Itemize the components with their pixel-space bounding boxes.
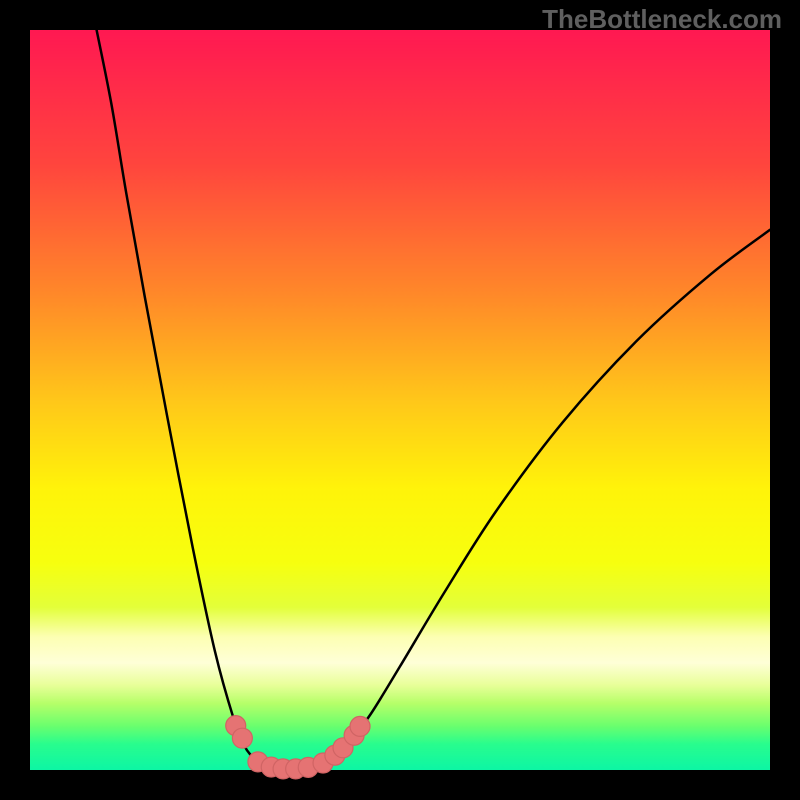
bottleneck-curve-left (97, 30, 289, 769)
highlight-markers (226, 716, 370, 779)
bottleneck-curve-right (289, 230, 770, 770)
stage: TheBottleneck.com (0, 0, 800, 800)
highlight-marker (232, 728, 252, 748)
highlight-marker (350, 716, 370, 736)
watermark-text: TheBottleneck.com (542, 4, 782, 35)
curve-overlay (0, 0, 800, 800)
